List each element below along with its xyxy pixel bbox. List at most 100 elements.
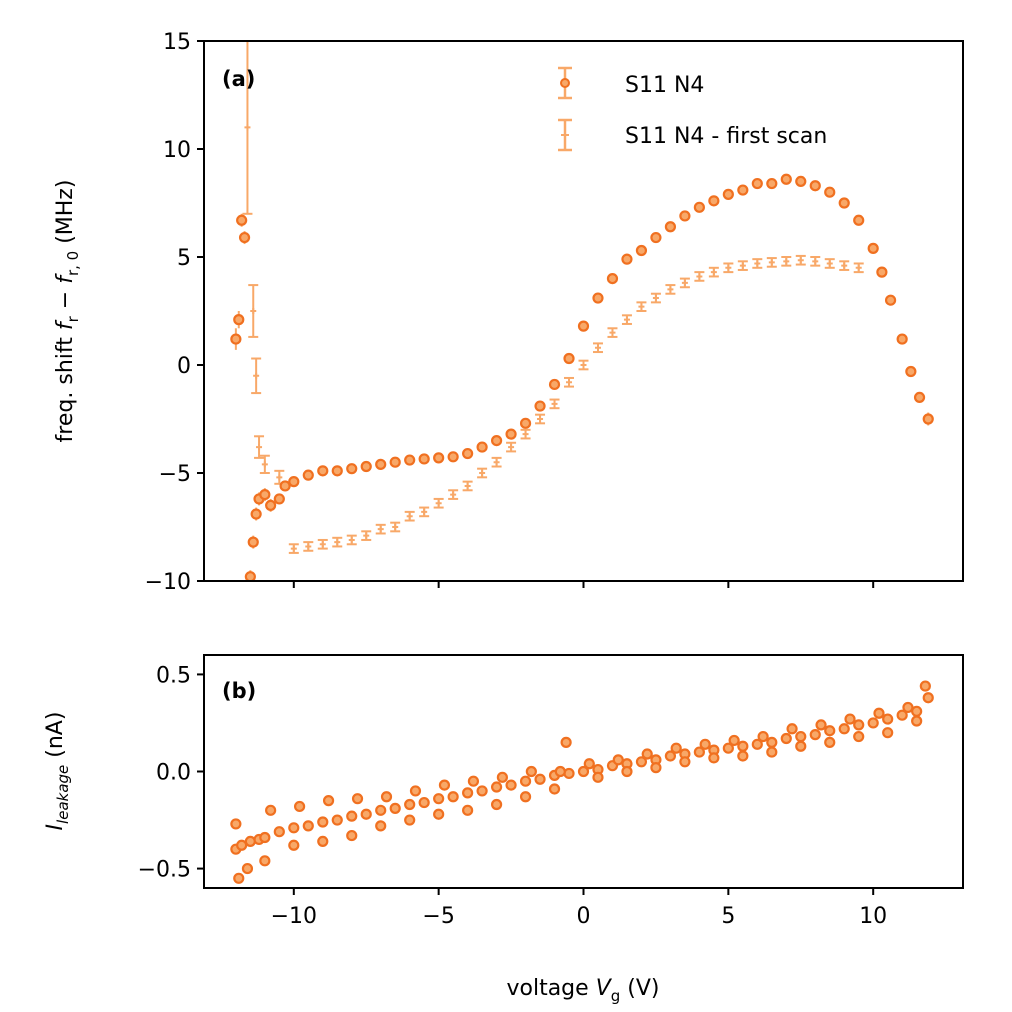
legend-marker-first-scan — [558, 118, 572, 152]
leakage-point — [476, 785, 488, 797]
panel-b-y-ticks: 0.5 0.0 −0.5 — [138, 663, 204, 883]
y-tick-label: 0.5 — [156, 663, 191, 688]
leakage-point — [563, 767, 575, 780]
main-series-point — [780, 173, 792, 185]
main-series-point — [247, 535, 259, 549]
main-series-point — [905, 365, 917, 378]
main-series-point — [795, 175, 807, 187]
main-series-point — [236, 213, 248, 227]
leakage-point — [322, 795, 335, 807]
first-scan-point — [433, 497, 444, 509]
main-series-point — [230, 328, 242, 350]
leakage-point — [751, 738, 763, 750]
main-series-point — [288, 476, 300, 488]
leakage-point — [693, 746, 705, 758]
leakage-point — [519, 791, 532, 803]
first-scan-point — [810, 256, 821, 267]
leakage-point — [766, 746, 778, 758]
main-series-point — [884, 294, 897, 306]
leakage-point — [233, 872, 245, 884]
leakage-point — [838, 723, 850, 735]
leakage-point — [757, 730, 769, 743]
panel-a-frame — [203, 40, 964, 582]
leakage-point — [241, 862, 254, 875]
first-scan-point — [288, 543, 299, 554]
first-scan-point — [448, 489, 459, 500]
leakage-point — [919, 680, 931, 692]
leakage-point — [922, 692, 934, 704]
main-series-point — [708, 195, 720, 207]
leakage-point — [467, 775, 480, 787]
main-series-point — [505, 428, 517, 440]
leakage-point — [902, 701, 914, 714]
y-tick-label: 0 — [177, 354, 191, 379]
leakage-point — [650, 762, 662, 774]
leakage-point — [592, 771, 604, 783]
leakage-point — [351, 793, 364, 805]
first-scan-point — [636, 301, 647, 312]
main-series-point — [273, 493, 285, 505]
leakage-point — [293, 800, 306, 813]
leakage-point — [409, 785, 422, 797]
leakage-point — [331, 814, 343, 826]
first-scan-point — [665, 284, 676, 295]
leakage-point — [670, 742, 682, 754]
first-scan-point — [694, 271, 705, 282]
panel-a-x-ticks — [292, 581, 875, 588]
leakage-point — [795, 740, 807, 752]
leakage-point — [490, 798, 503, 811]
first-scan-point — [404, 510, 415, 522]
main-series-point — [476, 441, 488, 453]
main-series-point — [418, 453, 430, 465]
first-scan-point — [520, 428, 531, 440]
first-scan-point — [248, 284, 259, 338]
main-series-point — [664, 221, 677, 233]
first-scan-point — [679, 277, 690, 289]
main-series-point — [375, 458, 387, 470]
leakage-point — [389, 802, 401, 814]
y-tick-label: 0.0 — [156, 761, 191, 786]
leakage-point — [447, 791, 459, 803]
y-tick-label: 15 — [163, 30, 191, 55]
main-series-point — [404, 454, 416, 466]
main-series-point — [250, 507, 262, 521]
x-tick-label: 10 — [859, 904, 887, 929]
first-scan-point — [708, 266, 719, 278]
leakage-point — [780, 732, 792, 745]
leakage-point — [882, 713, 894, 725]
main-series-point — [462, 447, 474, 460]
legend-marker-main — [558, 66, 572, 100]
main-series-point — [751, 177, 763, 190]
main-series-point — [433, 452, 445, 464]
main-series-point — [913, 391, 926, 403]
main-series-point — [360, 460, 372, 473]
first-scan-point — [607, 327, 618, 338]
leakage-point — [259, 831, 271, 844]
main-series-point — [490, 435, 503, 447]
legend: S11 N4 S11 N4 - first scan — [558, 66, 827, 152]
main-series-point — [621, 253, 633, 265]
leakage-point — [462, 787, 474, 799]
main-series-point — [896, 333, 908, 345]
leakage-point — [438, 779, 451, 791]
leakage-point — [728, 734, 740, 747]
first-scan-point — [254, 435, 265, 459]
legend-label-first-scan: S11 N4 - first scan — [625, 124, 827, 149]
main-series-point — [737, 184, 749, 196]
main-series-point — [279, 480, 291, 492]
first-scan-point — [824, 258, 835, 269]
first-scan-point — [491, 456, 502, 468]
first-scan-point — [853, 262, 864, 274]
leakage-point — [853, 730, 865, 743]
leakage-point — [824, 725, 836, 737]
leakage-point — [548, 783, 561, 795]
main-series-point — [809, 180, 821, 192]
first-scan-point — [477, 467, 488, 479]
main-series-point — [331, 465, 343, 477]
main-series-point — [766, 177, 778, 190]
first-scan-point — [766, 257, 777, 268]
main-series-point — [519, 417, 532, 429]
leakage-point — [853, 719, 865, 731]
leakage-point — [346, 829, 358, 842]
main-series-point — [824, 186, 836, 198]
